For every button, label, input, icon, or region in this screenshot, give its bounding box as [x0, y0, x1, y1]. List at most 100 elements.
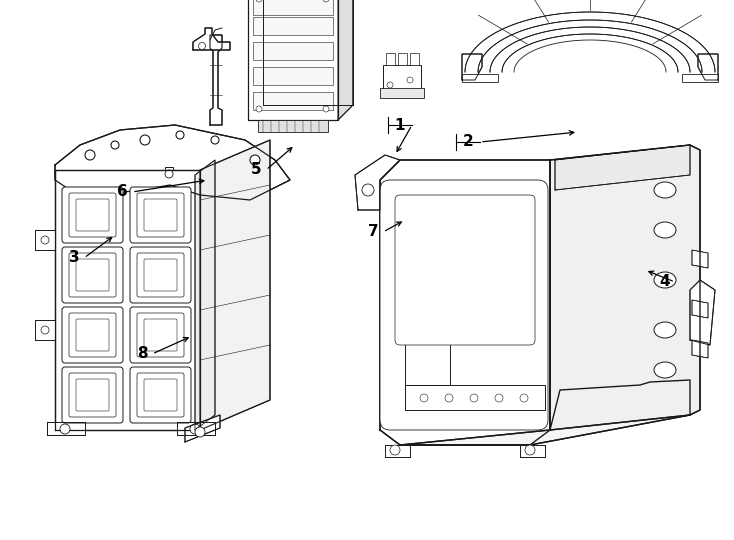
Polygon shape [177, 422, 215, 435]
Bar [383, 65, 421, 90]
Polygon shape [555, 145, 690, 190]
Ellipse shape [654, 222, 676, 238]
Circle shape [660, 225, 670, 235]
Polygon shape [405, 340, 450, 385]
Bar [410, 372, 418, 380]
Circle shape [190, 424, 200, 434]
Polygon shape [380, 160, 550, 445]
FancyBboxPatch shape [69, 373, 116, 417]
Text: 6: 6 [117, 185, 128, 199]
FancyBboxPatch shape [144, 319, 177, 351]
Circle shape [250, 155, 260, 165]
Polygon shape [195, 160, 215, 430]
Bar [490, 389, 508, 407]
Ellipse shape [654, 322, 676, 338]
Bar [380, 88, 424, 98]
Polygon shape [690, 280, 715, 345]
Text: 8: 8 [137, 347, 148, 361]
Circle shape [420, 394, 428, 402]
Bar [430, 372, 438, 380]
Polygon shape [520, 445, 545, 457]
Circle shape [256, 0, 262, 2]
Polygon shape [55, 125, 290, 200]
Polygon shape [210, 35, 222, 125]
FancyBboxPatch shape [76, 259, 109, 291]
Bar [253, 92, 333, 110]
FancyBboxPatch shape [144, 259, 177, 291]
FancyBboxPatch shape [395, 195, 535, 345]
Circle shape [41, 236, 49, 244]
Circle shape [525, 445, 535, 455]
Circle shape [445, 394, 453, 402]
Bar [253, 0, 333, 15]
Bar [440, 389, 458, 407]
Bar [253, 67, 333, 85]
FancyBboxPatch shape [137, 253, 184, 297]
Circle shape [387, 82, 393, 88]
Text: 5: 5 [251, 163, 261, 178]
Bar [462, 74, 498, 82]
Circle shape [140, 135, 150, 145]
Polygon shape [55, 170, 200, 430]
Circle shape [176, 131, 184, 139]
Circle shape [390, 445, 400, 455]
Bar [410, 53, 419, 65]
Bar [515, 389, 533, 407]
Polygon shape [550, 145, 700, 430]
Circle shape [60, 424, 70, 434]
Circle shape [323, 0, 329, 2]
Text: 4: 4 [660, 274, 670, 289]
Bar [415, 389, 433, 407]
Polygon shape [692, 300, 708, 318]
FancyBboxPatch shape [137, 193, 184, 237]
FancyBboxPatch shape [76, 379, 109, 411]
FancyBboxPatch shape [137, 313, 184, 357]
Bar [248, 0, 338, 120]
Polygon shape [185, 415, 220, 442]
Circle shape [660, 185, 670, 195]
Bar [258, 120, 328, 132]
FancyBboxPatch shape [130, 187, 191, 243]
Circle shape [211, 136, 219, 144]
Ellipse shape [654, 272, 676, 288]
Circle shape [520, 394, 528, 402]
Polygon shape [385, 445, 410, 457]
FancyBboxPatch shape [76, 319, 109, 351]
FancyBboxPatch shape [130, 247, 191, 303]
Circle shape [660, 365, 670, 375]
Ellipse shape [654, 182, 676, 198]
Bar [682, 74, 718, 82]
FancyBboxPatch shape [69, 253, 116, 297]
Circle shape [495, 394, 503, 402]
Polygon shape [692, 250, 708, 268]
FancyBboxPatch shape [144, 199, 177, 231]
FancyBboxPatch shape [380, 180, 548, 430]
Circle shape [111, 141, 119, 149]
Circle shape [41, 326, 49, 334]
Bar [253, 42, 333, 60]
Polygon shape [465, 12, 715, 72]
Circle shape [323, 106, 329, 112]
Polygon shape [263, 0, 353, 105]
FancyBboxPatch shape [144, 379, 177, 411]
Polygon shape [692, 340, 708, 358]
Bar [420, 367, 428, 375]
Circle shape [660, 275, 670, 285]
FancyBboxPatch shape [130, 307, 191, 363]
Polygon shape [698, 54, 718, 80]
Polygon shape [200, 140, 270, 430]
Circle shape [470, 394, 478, 402]
FancyBboxPatch shape [137, 373, 184, 417]
FancyBboxPatch shape [69, 313, 116, 357]
Bar [420, 349, 428, 357]
Ellipse shape [654, 362, 676, 378]
Circle shape [195, 427, 205, 437]
FancyBboxPatch shape [62, 367, 123, 423]
Bar [465, 389, 483, 407]
Text: 7: 7 [368, 225, 378, 240]
Circle shape [660, 325, 670, 335]
Polygon shape [405, 385, 545, 410]
Polygon shape [338, 0, 353, 120]
Polygon shape [193, 28, 230, 50]
FancyBboxPatch shape [130, 367, 191, 423]
